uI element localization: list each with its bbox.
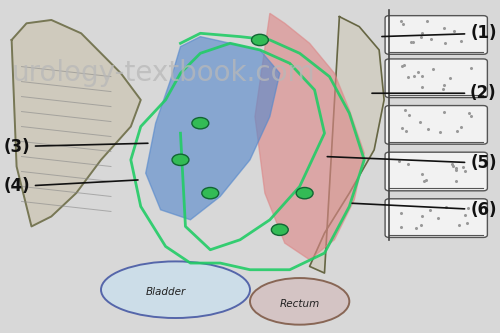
Circle shape	[202, 187, 218, 199]
Polygon shape	[310, 17, 384, 273]
Ellipse shape	[250, 278, 350, 325]
Circle shape	[192, 118, 209, 129]
Text: Bladder: Bladder	[146, 287, 186, 297]
Text: (4): (4)	[4, 177, 138, 195]
Circle shape	[172, 154, 189, 166]
Text: (6): (6)	[352, 201, 496, 219]
FancyBboxPatch shape	[385, 106, 488, 144]
Text: urology-textbook.com: urology-textbook.com	[12, 59, 315, 87]
Circle shape	[296, 187, 313, 199]
FancyBboxPatch shape	[385, 59, 488, 98]
Polygon shape	[146, 37, 280, 220]
FancyBboxPatch shape	[385, 152, 488, 191]
Text: (1): (1)	[382, 24, 496, 42]
Text: (2): (2)	[372, 84, 496, 102]
Text: (3): (3)	[4, 138, 148, 156]
Ellipse shape	[101, 261, 250, 318]
FancyBboxPatch shape	[385, 16, 488, 54]
Circle shape	[252, 34, 268, 46]
FancyBboxPatch shape	[385, 199, 488, 237]
Polygon shape	[255, 13, 364, 260]
Circle shape	[272, 224, 288, 235]
Text: Rectum: Rectum	[280, 299, 320, 309]
Polygon shape	[12, 20, 140, 226]
Text: (5): (5)	[328, 154, 496, 172]
